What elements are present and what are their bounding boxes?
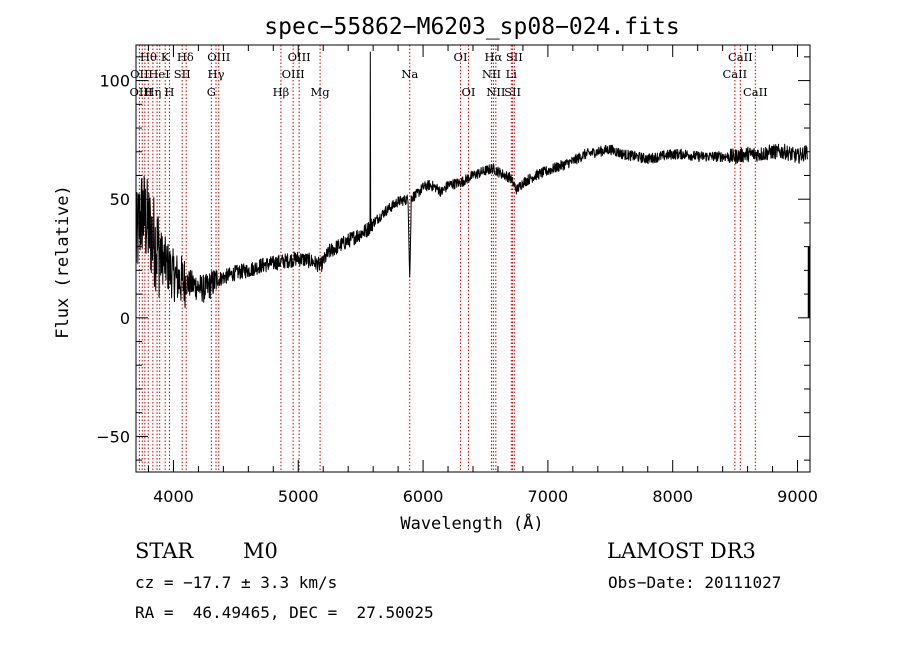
line-marker-label-15: NII [482,67,501,81]
line-marker-group [138,45,756,472]
object-class: STAR [135,539,194,563]
line-marker-label-8: CaII [728,50,753,64]
line-marker-label-5: OI [454,50,468,64]
line-marker-label-27: CaII [743,85,768,99]
line-marker-label-10: HeI [148,67,169,81]
plot-frame [135,44,811,473]
spectrum-series [135,51,810,318]
line-marker-label-2: Hδ [177,50,194,64]
x-axis-label: Wavelength (Å) [400,512,543,534]
y-tick-label-0: −50 [96,427,130,446]
line-marker-label-14: Na [401,67,418,81]
survey-label: LAMOST DR3 [607,539,756,563]
x-tick-label-5: 9000 [777,487,818,506]
line-marker-label-9: OII [130,67,149,81]
chart-title: spec−55862−M6203_sp08−024.fits [264,14,679,40]
line-marker-label-18: OIII [129,85,152,99]
line-marker-label-22: Hβ [273,85,290,99]
tick-label-group: 4000 5000 6000 7000 8000 9000 −50 0 50 100 [96,72,818,506]
axes-group [135,44,811,473]
line-marker-label-11: SII [174,67,191,81]
line-marker-label-6: Hα [484,50,502,64]
x-tick-label-3: 7000 [528,487,569,506]
line-marker-label-7: SII [506,50,523,64]
spectrum-line [135,51,808,308]
line-marker-label-4: OIII [288,50,311,64]
line-marker-label-3: OIII [207,50,230,64]
line-marker-label-24: OI [462,85,476,99]
line-marker-label-25: NII [486,85,505,99]
x-tick-label-0: 4000 [153,487,194,506]
line-marker-label-17: CaII [722,67,747,81]
line-marker-label-26: SII [504,85,521,99]
x-tick-label-2: 6000 [403,487,444,506]
x-tick-label-4: 8000 [652,487,693,506]
line-marker-label-12: Hγ [208,67,225,81]
line-marker-label-13: OIII [282,67,305,81]
line-marker-label-21: G [207,85,216,99]
object-subclass: M0 [243,539,278,563]
sky-coordinates: RA = 46.49465, DEC = 27.50025 [135,603,434,622]
line-marker-label-16: Li [506,67,518,81]
line-marker-label-1: K [161,50,170,64]
line-marker-label-20: H [164,85,174,99]
y-tick-label-2: 50 [110,190,130,209]
y-tick-label-3: 100 [99,72,130,91]
observation-date: Obs−Date: 20111027 [608,573,782,592]
y-axis-label: Flux (relative) [53,185,73,339]
line-marker-label-group: Hθ K Hδ OIII OIII OI Hα SII CaII OII HeI SII Hγ OIII N… [129,50,767,99]
y-tick-label-1: 0 [120,309,130,328]
line-marker-label-0: Hθ [140,50,157,64]
line-marker-label-23: Mg [311,85,331,99]
line-marker-label-19: Hη [144,85,161,99]
x-tick-label-1: 5000 [278,487,319,506]
redshift-velocity: cz = −17.7 ± 3.3 km/s [135,573,338,592]
